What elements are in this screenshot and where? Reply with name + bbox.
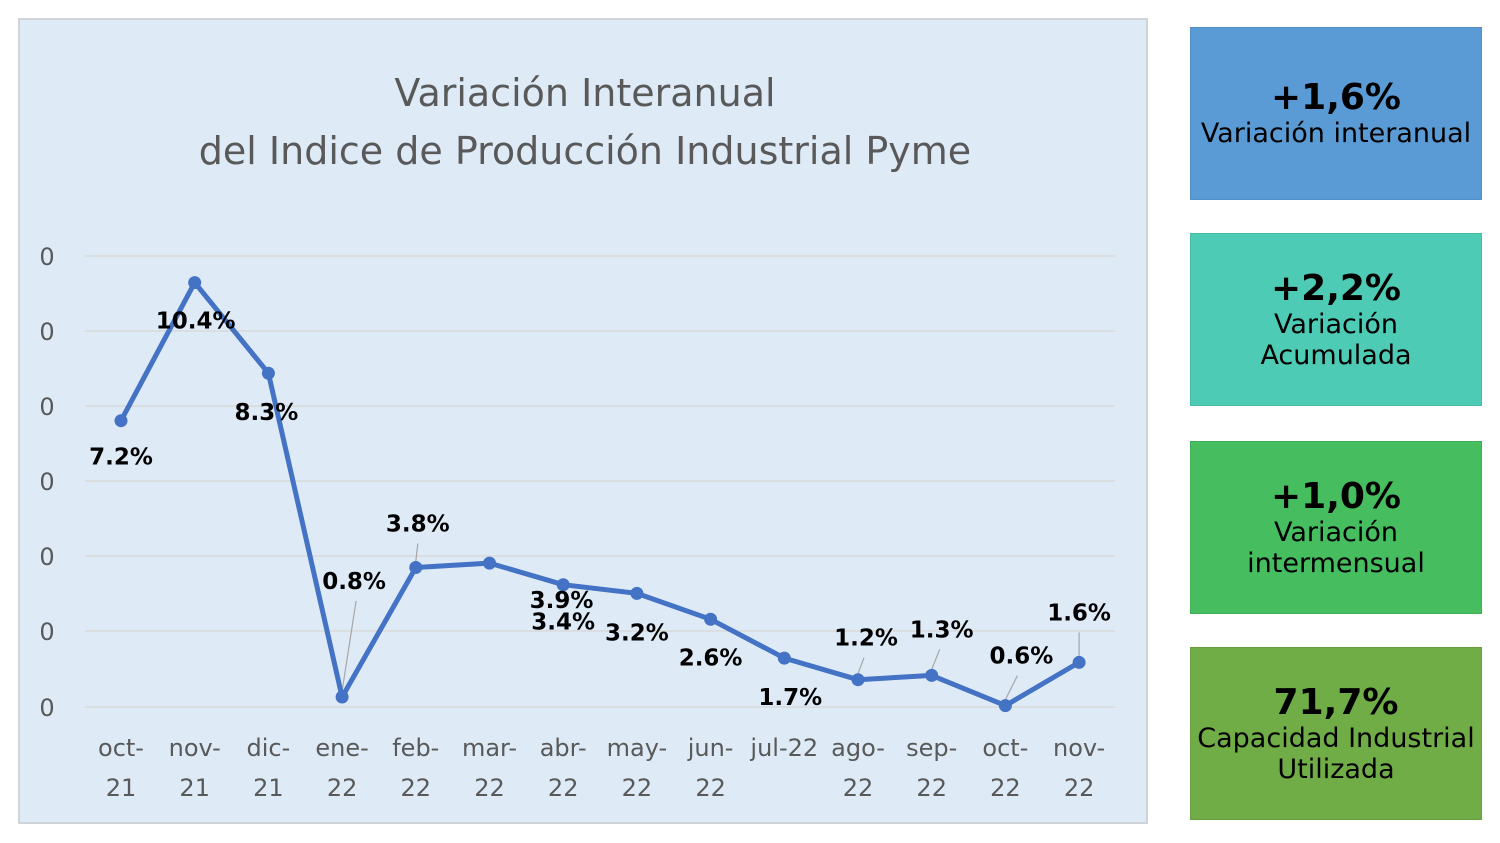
data-point xyxy=(1072,655,1086,669)
leader-line xyxy=(415,543,419,562)
kpi-label: Variación Acumulada xyxy=(1260,308,1412,371)
x-tick-label: jun- xyxy=(687,734,734,762)
y-tick-label: 0 xyxy=(39,393,54,421)
x-tick-label: sep- xyxy=(906,734,957,762)
data-label: 10.4% xyxy=(156,309,236,335)
y-tick-label: 0 xyxy=(39,243,54,271)
kpi-label: Variación interanual xyxy=(1200,118,1472,149)
x-tick-label: mar- xyxy=(462,734,517,762)
x-tick-label: nov- xyxy=(169,734,221,762)
x-tick-label: 22 xyxy=(1064,774,1095,802)
kpi-value: +1,6% xyxy=(1270,77,1401,118)
x-tick-label: abr- xyxy=(540,734,587,762)
kpi-label-line-1: Capacidad Industrial xyxy=(1197,722,1475,754)
x-tick-label: 22 xyxy=(843,774,874,802)
data-label: 0.8% xyxy=(322,569,386,595)
leader-line xyxy=(341,600,357,692)
data-label: 1.2% xyxy=(834,626,898,652)
x-tick-label: 22 xyxy=(695,774,726,802)
data-label: 8.3% xyxy=(235,400,299,426)
y-tick-label: 0 xyxy=(39,694,54,722)
x-tick-label: dic- xyxy=(247,734,291,762)
data-point xyxy=(409,560,423,574)
x-tick-label: may- xyxy=(607,734,668,762)
kpi-card-accumulated: +2,2% Variación Acumulada xyxy=(1190,233,1482,406)
data-point xyxy=(335,690,349,704)
kpi-card-monthly: +1,0% Variación intermensual xyxy=(1190,441,1482,614)
x-tick-label: 21 xyxy=(253,774,284,802)
chart-title-line-1: Variación Interanual xyxy=(394,71,776,115)
data-label: 3.2% xyxy=(605,620,669,646)
x-tick-label: nov- xyxy=(1053,734,1105,762)
data-point xyxy=(998,699,1012,713)
data-point xyxy=(851,673,865,687)
data-label: 2.6% xyxy=(679,645,743,671)
data-label: 7.2% xyxy=(89,445,153,471)
x-tick-label: 22 xyxy=(401,774,432,802)
data-point xyxy=(114,414,128,428)
data-point xyxy=(261,366,275,380)
x-tick-label: 22 xyxy=(990,774,1021,802)
data-label: 1.7% xyxy=(758,685,822,711)
y-tick-label: 0 xyxy=(39,468,54,496)
kpi-card-interannual: +1,6% Variación interanual xyxy=(1190,27,1482,200)
data-point xyxy=(777,651,791,665)
data-point xyxy=(925,668,939,682)
kpi-card-capacity: 71,7% Capacidad Industrial Utilizada xyxy=(1190,647,1482,820)
x-tick-label: ene- xyxy=(315,734,368,762)
data-label: 3.8% xyxy=(386,511,450,537)
x-tick-label: oct- xyxy=(98,734,144,762)
x-tick-label: 22 xyxy=(622,774,653,802)
leader-line xyxy=(931,649,941,670)
y-tick-label: 0 xyxy=(39,543,54,571)
x-tick-label: jul-22 xyxy=(749,734,818,762)
data-label: 0.6% xyxy=(990,644,1054,670)
kpi-value: 71,7% xyxy=(1273,681,1399,723)
line-chart: 0 0 0 0 0 0 0 oct- 21 nov- 21 dic- 21 ene- 22 feb- 22 mar… xyxy=(39,243,1115,802)
x-tick-label: ago- xyxy=(831,734,885,762)
leader-line xyxy=(1004,675,1018,700)
x-tick-label: 22 xyxy=(327,774,358,802)
data-point xyxy=(556,578,570,592)
kpi-label-line-2: intermensual xyxy=(1247,547,1425,579)
x-tick-label: 21 xyxy=(106,774,137,802)
x-tick-label: 22 xyxy=(916,774,947,802)
data-label: 1.6% xyxy=(1047,600,1111,626)
data-label: 1.3% xyxy=(910,617,974,643)
kpi-label-line-1: Variación xyxy=(1273,516,1399,548)
x-tick-label: 21 xyxy=(179,774,210,802)
data-point xyxy=(188,276,202,290)
chart-title-line-2: del Indice de Producción Industrial Pyme xyxy=(198,129,972,173)
data-point xyxy=(483,556,496,570)
x-tick-label: oct- xyxy=(982,734,1028,762)
data-label: 3.9% xyxy=(530,588,594,614)
data-point xyxy=(630,586,644,600)
chart-title: Variación Interanual del Indice de Produ… xyxy=(20,64,1150,180)
x-tick-label: 22 xyxy=(548,774,579,802)
y-tick-label: 0 xyxy=(39,618,54,646)
leader-line xyxy=(857,657,865,674)
x-tick-label: feb- xyxy=(392,734,439,762)
chart-panel: Variación Interanual del Indice de Produ… xyxy=(18,18,1148,824)
series-line xyxy=(118,280,1082,709)
data-point xyxy=(704,612,718,626)
y-tick-label: 0 xyxy=(39,318,54,346)
kpi-value: +1,0% xyxy=(1270,475,1401,517)
data-label: 3.4% xyxy=(531,610,595,636)
kpi-value: +2,2% xyxy=(1270,267,1401,309)
x-tick-label: 22 xyxy=(474,774,505,802)
kpi-label-line-2: Utilizada xyxy=(1277,753,1395,785)
